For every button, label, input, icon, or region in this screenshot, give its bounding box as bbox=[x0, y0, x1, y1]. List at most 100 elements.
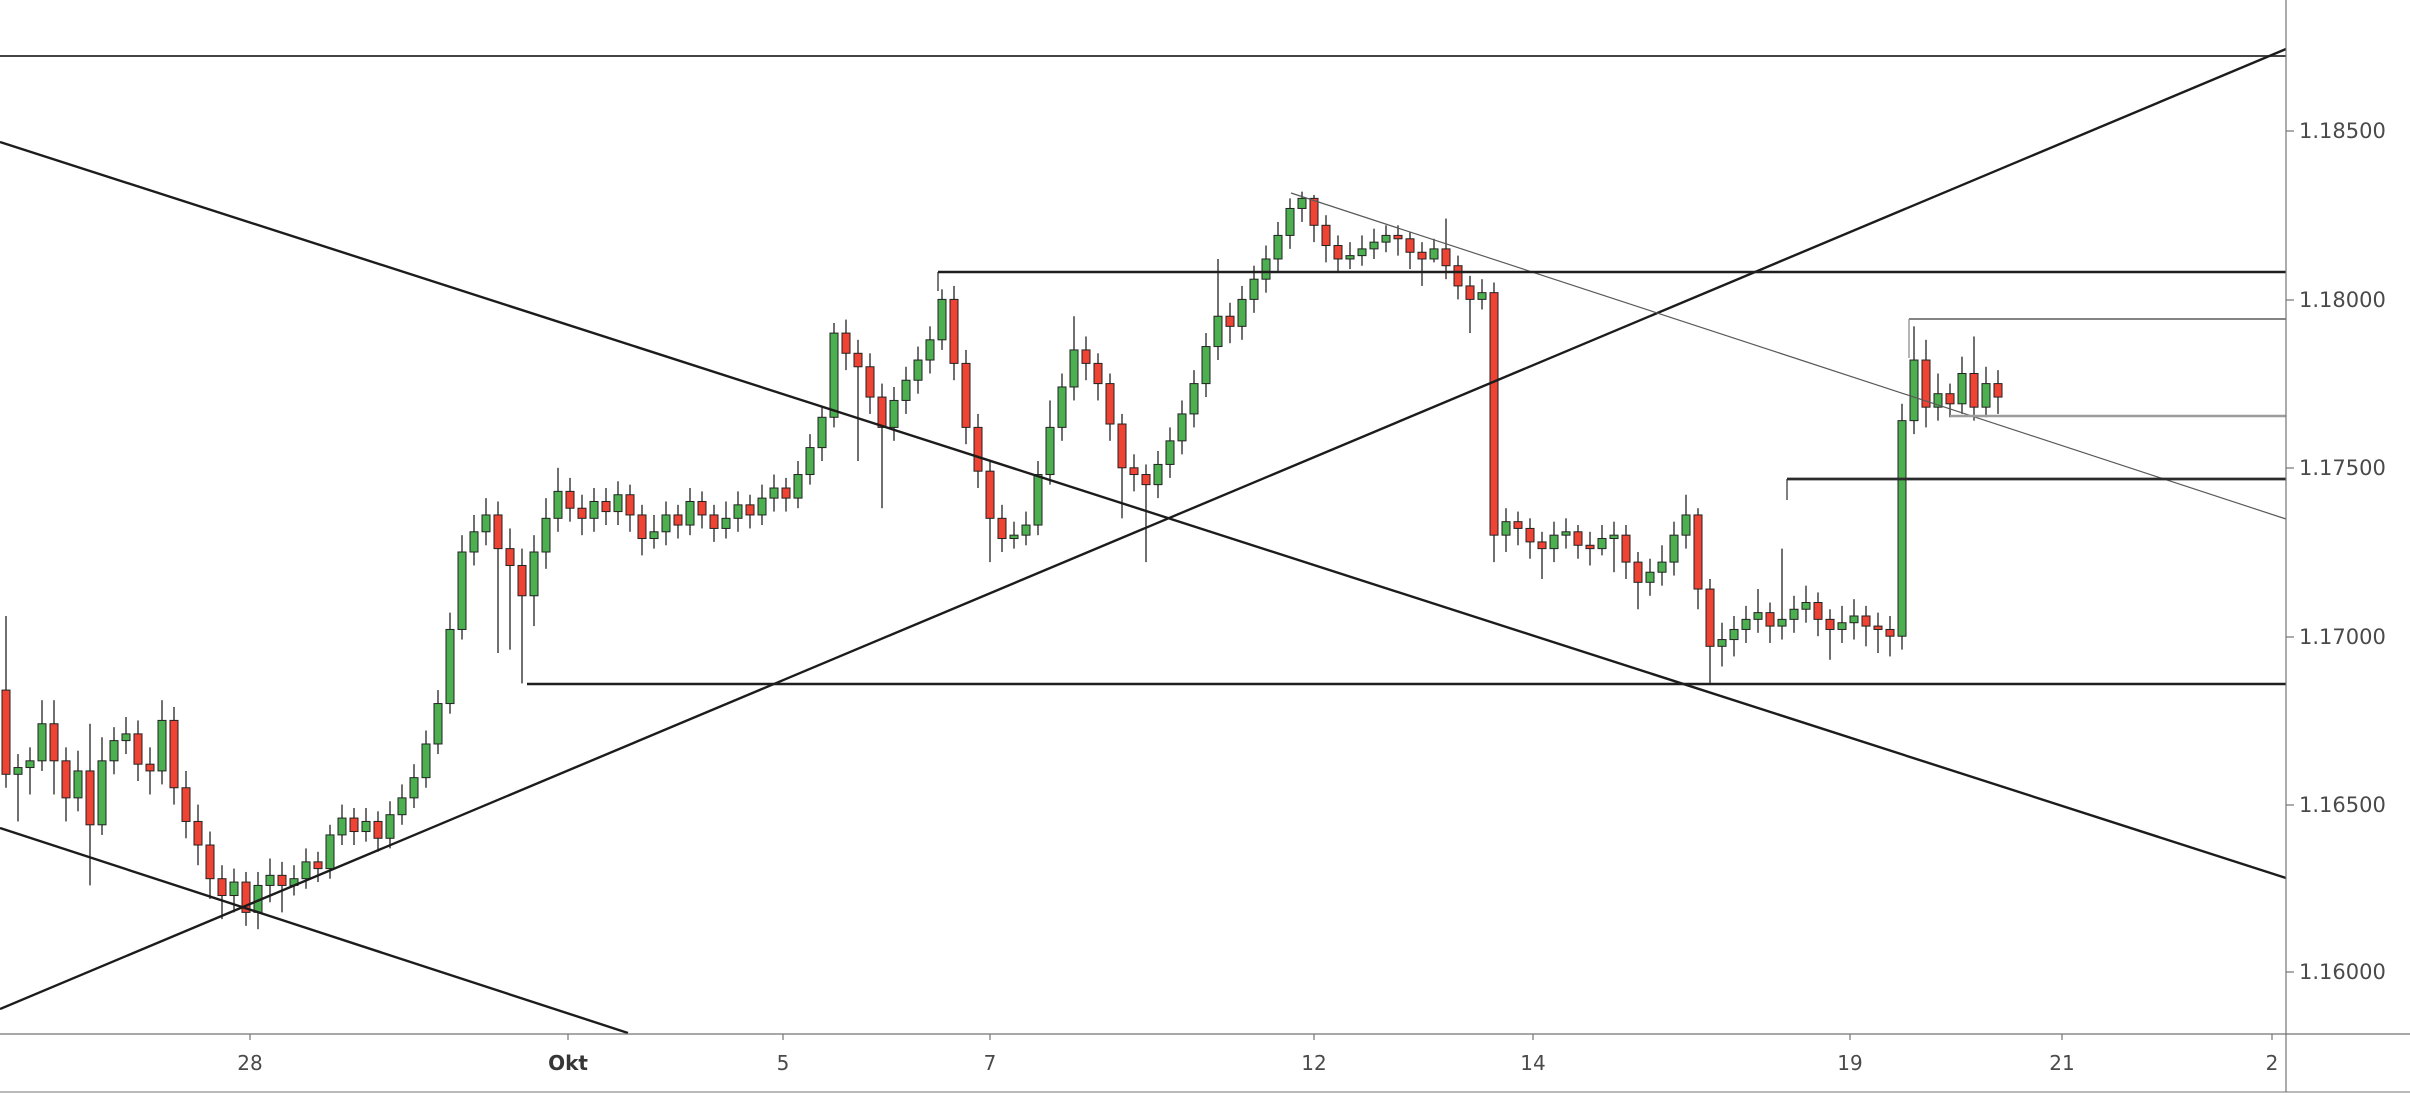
candle bbox=[61, 747, 71, 822]
candle bbox=[1729, 615, 1739, 657]
candle-body-down bbox=[1321, 224, 1331, 247]
candle-body-up bbox=[1609, 534, 1619, 540]
candle-body-up bbox=[1729, 628, 1739, 641]
candle-body-down bbox=[1309, 197, 1319, 226]
candle-body-down bbox=[1705, 588, 1715, 647]
time-axis[interactable]: 28 Okt 5 7 12 14 19 21 2 bbox=[0, 1033, 2410, 1093]
candle-body-up bbox=[469, 531, 479, 553]
candle bbox=[193, 804, 203, 866]
candle-body-up bbox=[1285, 207, 1295, 236]
candle-body-down bbox=[1081, 349, 1091, 364]
candle bbox=[553, 467, 563, 532]
candle-body-down bbox=[877, 396, 887, 428]
candle-body-down bbox=[1105, 383, 1115, 425]
candle bbox=[1621, 525, 1631, 579]
level-ray-1-1794[interactable] bbox=[1908, 318, 2286, 358]
candle-body-up bbox=[1273, 234, 1283, 260]
minor-descending-line-from-high[interactable] bbox=[1290, 192, 2287, 520]
candle-body-up bbox=[109, 740, 119, 762]
descending-trendline-major-line[interactable] bbox=[0, 140, 2287, 880]
ascending-trendline-major-line[interactable] bbox=[0, 47, 2287, 1011]
candle bbox=[925, 326, 935, 374]
candle bbox=[385, 801, 395, 849]
candle-body-down bbox=[637, 514, 647, 540]
candle-body-up bbox=[793, 474, 803, 499]
candle bbox=[1141, 464, 1151, 563]
candle bbox=[1, 615, 11, 788]
candle-body-up bbox=[1009, 534, 1019, 540]
candle-body-up bbox=[1897, 420, 1907, 637]
descending-trendline-lower-line[interactable] bbox=[0, 826, 629, 1035]
candle-body-down bbox=[1813, 602, 1823, 620]
candle-body-down bbox=[1453, 265, 1463, 287]
ascending-trendline-major[interactable] bbox=[0, 47, 2287, 1011]
candle bbox=[1513, 511, 1523, 546]
candle-body-up bbox=[1909, 359, 1919, 422]
candle-body-down bbox=[205, 844, 215, 880]
candle-body-down bbox=[313, 861, 323, 870]
candle bbox=[205, 831, 215, 899]
descending-trendline-major[interactable] bbox=[0, 140, 2287, 880]
candle bbox=[589, 488, 599, 532]
candle bbox=[1849, 599, 1859, 640]
candle bbox=[1417, 242, 1427, 286]
candle-body-down bbox=[1225, 315, 1235, 327]
candle-body-up bbox=[1981, 383, 1991, 408]
candle-body-down bbox=[997, 517, 1007, 540]
candle bbox=[1681, 494, 1691, 549]
candle bbox=[961, 349, 971, 445]
price-axis[interactable]: 1.18500 1.18000 1.17500 1.17000 1.16500 1.160… bbox=[2285, 0, 2386, 1092]
candle bbox=[1561, 518, 1571, 549]
candle-body-down bbox=[1441, 248, 1451, 267]
candle bbox=[1225, 302, 1235, 344]
candle-body-down bbox=[1393, 234, 1403, 240]
candle-body-up bbox=[1753, 612, 1763, 620]
candle-body-up bbox=[409, 777, 419, 799]
candle bbox=[517, 548, 527, 684]
candle-body-down bbox=[1141, 474, 1151, 486]
candle bbox=[817, 407, 827, 462]
level-ray-1-1747[interactable] bbox=[1786, 477, 2286, 500]
candle bbox=[1129, 454, 1139, 492]
candle-body-down bbox=[1873, 625, 1883, 630]
candle bbox=[445, 612, 455, 714]
candle-body-down bbox=[493, 514, 503, 550]
candle bbox=[49, 700, 59, 795]
candle-body-up bbox=[433, 703, 443, 745]
candle-body-down bbox=[1765, 612, 1775, 627]
candle bbox=[1885, 615, 1895, 657]
candle-body-down bbox=[169, 719, 179, 789]
candle-body-down bbox=[1417, 251, 1427, 260]
candle-body-up bbox=[553, 490, 563, 519]
candle bbox=[361, 807, 371, 842]
candle bbox=[109, 727, 119, 775]
candle bbox=[1597, 525, 1607, 556]
resistance-ray-1-1808[interactable] bbox=[937, 270, 2286, 291]
candle bbox=[1861, 605, 1871, 647]
candle bbox=[685, 488, 695, 536]
candle-body-down bbox=[1573, 531, 1583, 546]
candle bbox=[1957, 356, 1967, 414]
candle-body-down bbox=[1489, 292, 1499, 536]
minor-descending-line-from-high-line[interactable] bbox=[1290, 192, 2287, 520]
candle bbox=[709, 504, 719, 542]
time-axis-label: 19 bbox=[1837, 1051, 1862, 1075]
candle bbox=[337, 804, 347, 846]
candle-body-up bbox=[589, 500, 599, 519]
candle bbox=[1765, 602, 1775, 643]
candle bbox=[1333, 235, 1343, 273]
candle bbox=[1081, 336, 1091, 381]
candle-body-up bbox=[1021, 524, 1031, 536]
candle bbox=[349, 807, 359, 846]
candle-body-up bbox=[337, 817, 347, 836]
candle bbox=[1705, 578, 1715, 684]
candle-body-down bbox=[973, 426, 983, 472]
candle-body-down bbox=[1993, 383, 2003, 398]
price-axis-label: 1.17000 bbox=[2299, 625, 2386, 649]
candle bbox=[1201, 333, 1211, 398]
candle-body-up bbox=[1777, 618, 1787, 627]
descending-trendline-lower[interactable] bbox=[0, 826, 629, 1035]
candle bbox=[781, 477, 791, 512]
